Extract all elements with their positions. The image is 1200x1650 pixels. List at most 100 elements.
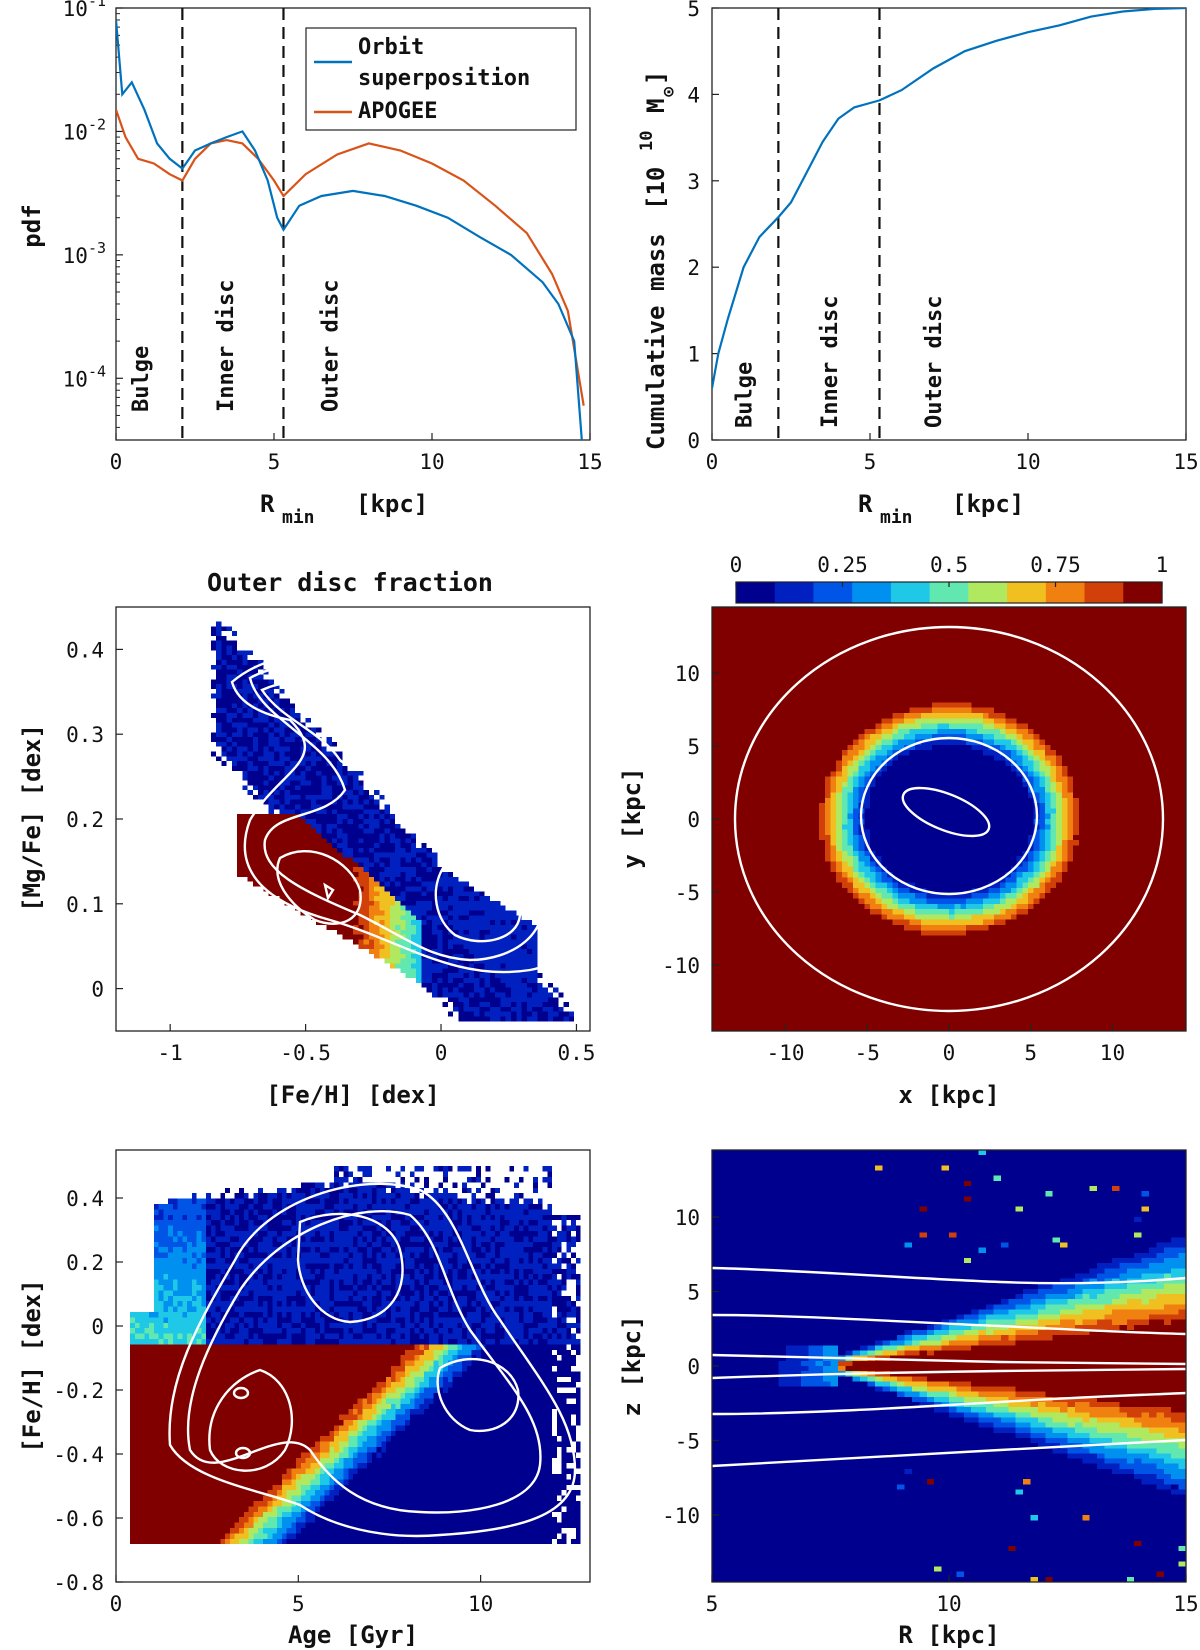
xy-ytick-label: -5 [675,881,700,905]
rz-contour-mid-bottom [711,1391,1187,1416]
age-contour-mid [186,1210,542,1514]
pdf-ytick-label: 10-2 [63,115,106,144]
colorbar-swatch [968,582,1008,603]
colorbar-tick-label: 0.5 [930,553,968,577]
rz-ytick-label: -5 [675,1429,700,1453]
panel-rz: 5 10 15 -10 -5 0 5 10 z [kpc] R [kpc] [618,1149,1199,1649]
pdf-region-label: Outer disc [318,280,343,412]
cumulative-ylabel-exp: 10 [637,131,657,151]
age-axes-box [115,1149,591,1583]
cumulative-ylabel-m: M [642,99,670,113]
xy-contour-inner [901,786,991,838]
xy-contour-outer [733,625,1165,1013]
chem-heatmap [116,607,590,1031]
age-contour-lower-inner [208,1368,293,1472]
age-contour-dot-2 [234,1446,252,1460]
chem-ytick-label: 0.3 [66,723,104,747]
panel-chemistry: Outer disc fraction -1 -0.5 0 0.5 0 0.1 0.2 0.3… [18,568,595,1109]
xy-contours [733,625,1165,1013]
rz-contours [711,1266,1187,1468]
colorbar-swatch [1007,582,1047,603]
orbit-line [116,19,583,440]
colorbar-tick-label: 0.75 [1030,553,1081,577]
age-heatmap [116,1150,590,1582]
rz-ytick-label: 10 [675,1206,700,1230]
colorbar-swatch [1123,582,1163,603]
pdf-region-label: Bulge [129,346,154,412]
cumulative-xtick-label: 15 [1173,450,1198,474]
panel-pdf: 0 5 10 15 10-1 10-2 10-3 10-4 Bulge Inner disc Ou… [18,0,603,528]
age-contour-outer [168,1182,577,1538]
cumulative-xlabel-r: R [858,490,873,518]
cumulative-xlabel-unit: [kpc] [952,490,1024,518]
chem-xtick-label: 0.5 [557,1041,595,1065]
cumulative-ylabel: Cumulative mass [10 10 M ⊙ ] [637,71,679,450]
chem-contour-mid [248,666,545,962]
colorbar-swatch [890,582,931,603]
chem-ytick-label: 0.1 [66,893,104,917]
pdf-ytick-label: 10-4 [63,362,106,391]
chem-contour-right-inner [434,865,522,943]
age-ytick-label: -0.6 [53,1507,104,1531]
chem-title: Outer disc fraction [207,568,493,597]
panel-xy: 0 0.25 0.5 0.75 1 -10 -5 0 5 10 -10 -5 0 5 10 y [kpc]… [618,553,1187,1109]
chem-contour-dot [323,882,335,902]
chem-ytick-label: 0.4 [66,638,104,662]
pdf-xlabel-r: R [260,490,275,518]
age-ytick-label: 0 [91,1315,104,1339]
xy-xlabel: x [kpc] [898,1081,999,1109]
pdf-xtick-label: 10 [419,450,444,474]
age-ytick-label: -0.8 [53,1571,104,1595]
cumulative-xtick-label: 5 [864,450,877,474]
cumulative-xlabel-sub: min [880,507,913,528]
xy-ytick-label: 10 [675,662,700,686]
xy-ylabel: y [kpc] [618,767,646,868]
age-xlabel: Age [Gyr] [288,1621,418,1649]
colorbar-tick-label: 0 [730,553,743,577]
rz-contour-inner-top [711,1353,1187,1366]
chem-ytick-label: 0.2 [66,808,104,832]
xy-xtick-label: -10 [767,1041,805,1065]
age-xtick-label: 10 [468,1592,493,1616]
colorbar-swatch [1084,582,1124,603]
cumulative-line [712,8,1186,389]
cumulative-ytick-label: 2 [687,256,700,280]
legend-orbit-label: Orbit [358,35,424,60]
chem-ytick-label: 0 [91,978,104,1002]
rz-contour-mid-top [711,1313,1187,1336]
chem-xtick-label: -0.5 [280,1041,331,1065]
chem-contours [230,655,580,974]
pdf-ytick-label: 10-1 [63,0,106,21]
pdf-xlabel-sub: min [282,507,315,528]
age-ylabel: [Fe/H] [dex] [18,1279,46,1452]
cumulative-axes-box [711,7,1187,441]
pdf-xtick-label: 0 [110,450,123,474]
rz-contour-inner-bottom [711,1367,1187,1380]
age-contour-right-inner [436,1357,520,1433]
age-ytick-label: -0.2 [53,1379,104,1403]
rz-ylabel: z [kpc] [618,1315,646,1416]
chem-ylabel: [Mg/Fe] [dex] [18,724,46,912]
age-ytick-label: 0.2 [66,1251,104,1275]
colorbar-swatch [852,582,892,603]
rz-ytick-label: -10 [662,1504,700,1528]
chem-contour-outer [230,655,580,974]
age-xtick-label: 5 [292,1592,305,1616]
chem-xtick-label: 0 [435,1041,448,1065]
cumulative-xtick-label: 0 [706,450,719,474]
age-ytick-label: -0.4 [53,1443,104,1467]
panel-age: 0 5 10 -0.8 -0.6 -0.4 -0.2 0 0.2 0.4 [Fe/H] [dex]… [18,1149,591,1649]
cumulative-ytick-label: 5 [687,0,700,21]
cumulative-ytick-label: 1 [687,343,700,367]
colorbar-tick-label: 0.25 [817,553,868,577]
chem-xtick-label: -1 [158,1041,183,1065]
colorbar-swatch [929,582,969,603]
cumulative-region-label: Inner disc [818,296,843,428]
xy-xtick-label: 5 [1024,1041,1037,1065]
age-contour-upper-inner [296,1212,404,1324]
colorbar: 0 0.25 0.5 0.75 1 [730,553,1168,604]
xy-ytick-label: -10 [662,954,700,978]
cumulative-ylabel-close: ] [642,71,670,85]
age-contours [168,1182,577,1538]
